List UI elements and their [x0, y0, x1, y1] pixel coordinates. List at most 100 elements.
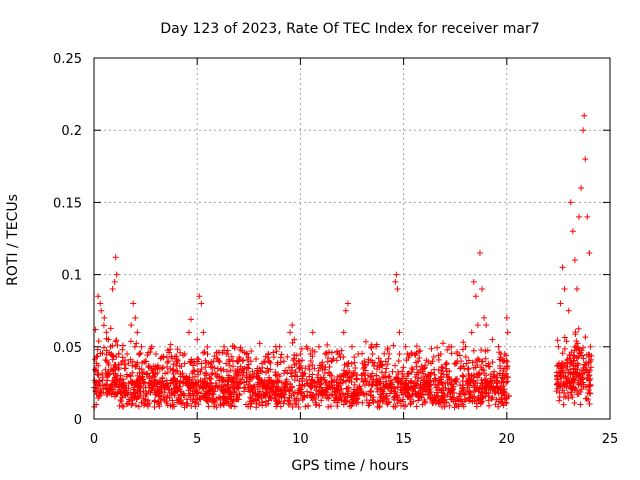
roti-point	[225, 374, 232, 381]
roti-point	[177, 391, 184, 398]
roti-point	[324, 341, 331, 348]
x-tick-label: 25	[602, 432, 619, 447]
roti-point	[392, 362, 399, 369]
y-tick-label: 0.2	[61, 124, 82, 139]
roti-point	[268, 380, 275, 387]
roti-point	[174, 357, 181, 364]
roti-point	[224, 377, 231, 384]
roti-point	[558, 368, 565, 375]
roti-point	[249, 389, 256, 396]
roti-point	[237, 344, 244, 351]
roti-point	[450, 394, 457, 401]
roti-point	[363, 397, 370, 404]
roti-point	[322, 389, 329, 396]
roti-point	[147, 363, 154, 370]
roti-point	[441, 403, 448, 410]
roti-point	[369, 381, 376, 388]
roti-point	[293, 360, 300, 367]
y-tick-label: 0.25	[53, 52, 82, 67]
roti-point	[377, 358, 384, 365]
roti-point	[422, 398, 429, 405]
roti-point	[133, 340, 140, 347]
roti-point	[376, 404, 383, 411]
roti-point	[487, 387, 494, 394]
roti-point	[203, 388, 210, 395]
roti-point	[425, 391, 432, 398]
roti-point	[443, 368, 450, 375]
roti-point	[201, 348, 208, 355]
roti-point	[298, 364, 305, 371]
roti-point	[99, 370, 106, 377]
roti-point	[584, 213, 591, 220]
roti-point	[567, 371, 574, 378]
roti-point	[374, 398, 381, 405]
roti-point	[440, 390, 447, 397]
roti-point	[373, 379, 380, 386]
roti-point	[587, 343, 594, 350]
roti-point	[291, 396, 298, 403]
roti-point	[482, 393, 489, 400]
roti-point	[504, 378, 511, 385]
roti-point	[581, 112, 588, 119]
roti-point	[373, 343, 380, 350]
roti-point	[500, 402, 507, 409]
roti-point	[315, 343, 322, 350]
roti-point	[380, 374, 387, 381]
roti-point	[319, 359, 326, 366]
roti-point	[289, 403, 296, 410]
roti-point	[565, 307, 572, 314]
roti-point	[585, 386, 592, 393]
roti-point	[134, 377, 141, 384]
roti-point	[404, 371, 411, 377]
roti-point	[112, 391, 119, 398]
roti-point	[336, 351, 343, 358]
roti-point	[427, 394, 434, 401]
roti-point	[344, 370, 351, 377]
y-tick-label: 0	[74, 413, 82, 428]
roti-point	[412, 388, 419, 395]
roti-point	[586, 249, 593, 256]
roti-point	[256, 365, 263, 372]
roti-point	[291, 355, 298, 362]
roti-point	[503, 373, 510, 380]
roti-point	[361, 361, 368, 368]
roti-point	[94, 353, 101, 360]
roti-point	[153, 391, 160, 398]
roti-point	[380, 394, 387, 401]
roti-point	[95, 372, 102, 379]
roti-point	[297, 351, 304, 358]
roti-point	[311, 348, 318, 355]
roti-point	[160, 394, 167, 401]
roti-point	[340, 329, 347, 336]
roti-point	[104, 372, 111, 379]
roti-point	[130, 300, 137, 307]
roti-point	[281, 383, 288, 390]
roti-point	[386, 373, 393, 380]
roti-point	[382, 369, 389, 376]
roti-point	[111, 278, 118, 285]
roti-point	[349, 398, 356, 405]
roti-point	[368, 382, 375, 389]
roti-point	[316, 402, 323, 409]
roti-point	[563, 366, 570, 373]
roti-point	[478, 380, 485, 387]
roti-point	[396, 351, 403, 358]
roti-point	[116, 377, 123, 384]
roti-point	[136, 365, 143, 372]
roti-point	[586, 369, 593, 376]
roti-point	[317, 376, 324, 383]
roti-point	[334, 373, 341, 380]
roti-point	[476, 371, 483, 378]
roti-point	[164, 369, 171, 376]
roti-point	[113, 271, 120, 278]
y-axis-ticks: 0 0.05 0.1 0.15 0.2 0.25	[53, 52, 610, 428]
roti-point	[204, 351, 211, 358]
roti-point	[578, 184, 585, 191]
roti-point	[210, 358, 217, 365]
roti-point	[446, 343, 453, 350]
roti-point	[504, 362, 511, 369]
roti-point	[101, 314, 108, 321]
roti-point	[239, 348, 246, 355]
roti-point	[279, 391, 286, 398]
roti-point	[234, 381, 241, 388]
